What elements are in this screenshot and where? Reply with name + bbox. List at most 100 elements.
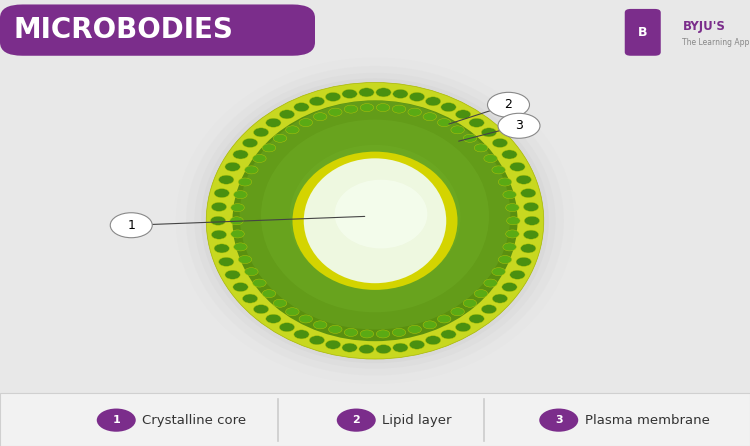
Circle shape	[242, 138, 258, 148]
Circle shape	[410, 92, 424, 101]
Circle shape	[219, 175, 234, 184]
Circle shape	[524, 216, 539, 225]
Circle shape	[337, 409, 376, 432]
Circle shape	[392, 328, 406, 336]
Circle shape	[266, 118, 281, 127]
Circle shape	[441, 103, 456, 112]
Circle shape	[344, 328, 358, 336]
Circle shape	[299, 119, 313, 127]
Circle shape	[360, 330, 374, 338]
Circle shape	[233, 190, 247, 198]
Circle shape	[273, 299, 286, 307]
Text: B: B	[638, 26, 647, 39]
Circle shape	[326, 92, 340, 101]
Circle shape	[233, 243, 247, 251]
Circle shape	[451, 308, 464, 316]
Circle shape	[498, 113, 540, 138]
FancyBboxPatch shape	[625, 9, 661, 56]
Circle shape	[279, 110, 295, 119]
Circle shape	[254, 128, 268, 137]
Circle shape	[506, 203, 519, 211]
Circle shape	[423, 113, 436, 121]
Circle shape	[408, 326, 422, 334]
Circle shape	[423, 321, 436, 329]
Ellipse shape	[334, 180, 427, 248]
Text: 2: 2	[352, 415, 360, 425]
Circle shape	[214, 244, 230, 253]
Ellipse shape	[186, 66, 564, 376]
Text: 1: 1	[128, 219, 135, 232]
Circle shape	[254, 305, 268, 314]
Circle shape	[211, 230, 226, 239]
Circle shape	[376, 103, 390, 112]
Ellipse shape	[292, 152, 458, 290]
Circle shape	[392, 105, 406, 113]
Circle shape	[225, 270, 240, 279]
Ellipse shape	[232, 100, 518, 341]
Text: Plasma membrane: Plasma membrane	[585, 413, 710, 427]
Circle shape	[376, 345, 392, 354]
Circle shape	[294, 330, 309, 339]
Circle shape	[253, 279, 266, 287]
Circle shape	[286, 308, 299, 316]
Circle shape	[326, 340, 340, 349]
Circle shape	[309, 97, 325, 106]
Circle shape	[393, 343, 408, 352]
Circle shape	[520, 244, 536, 253]
Circle shape	[507, 217, 520, 225]
Circle shape	[510, 162, 525, 171]
Circle shape	[253, 154, 266, 162]
Circle shape	[506, 230, 519, 238]
Ellipse shape	[176, 58, 574, 384]
Circle shape	[360, 103, 374, 112]
Circle shape	[110, 213, 152, 238]
Circle shape	[314, 321, 327, 329]
Circle shape	[510, 270, 525, 279]
Circle shape	[328, 326, 342, 334]
Circle shape	[492, 138, 508, 148]
Circle shape	[484, 154, 497, 162]
Circle shape	[309, 336, 325, 345]
Circle shape	[502, 150, 517, 159]
Circle shape	[516, 175, 531, 184]
Text: Crystalline core: Crystalline core	[142, 413, 247, 427]
FancyBboxPatch shape	[0, 4, 315, 56]
Circle shape	[455, 110, 471, 119]
Ellipse shape	[290, 145, 460, 289]
Circle shape	[482, 305, 496, 314]
Circle shape	[266, 314, 281, 323]
Circle shape	[342, 89, 357, 99]
Circle shape	[230, 217, 243, 225]
FancyBboxPatch shape	[0, 393, 750, 446]
Circle shape	[469, 314, 484, 323]
Circle shape	[451, 126, 464, 134]
Circle shape	[464, 134, 477, 142]
Ellipse shape	[201, 78, 549, 363]
Text: 1: 1	[112, 415, 120, 425]
Text: 2: 2	[505, 98, 512, 112]
Circle shape	[238, 256, 252, 264]
Circle shape	[492, 166, 506, 174]
Circle shape	[503, 190, 517, 198]
Circle shape	[244, 268, 258, 276]
Circle shape	[482, 128, 496, 137]
Ellipse shape	[304, 158, 446, 283]
Circle shape	[502, 282, 517, 292]
Circle shape	[484, 279, 497, 287]
Circle shape	[492, 268, 506, 276]
Circle shape	[524, 202, 538, 211]
Circle shape	[97, 409, 136, 432]
Circle shape	[262, 289, 276, 297]
Circle shape	[441, 330, 456, 339]
Ellipse shape	[206, 83, 544, 359]
Circle shape	[211, 202, 226, 211]
Circle shape	[273, 134, 286, 142]
Ellipse shape	[194, 73, 556, 369]
Circle shape	[279, 322, 295, 332]
Circle shape	[410, 340, 424, 349]
Circle shape	[358, 88, 374, 97]
Circle shape	[498, 178, 512, 186]
Circle shape	[286, 126, 299, 134]
Circle shape	[358, 345, 374, 354]
Circle shape	[342, 343, 357, 352]
